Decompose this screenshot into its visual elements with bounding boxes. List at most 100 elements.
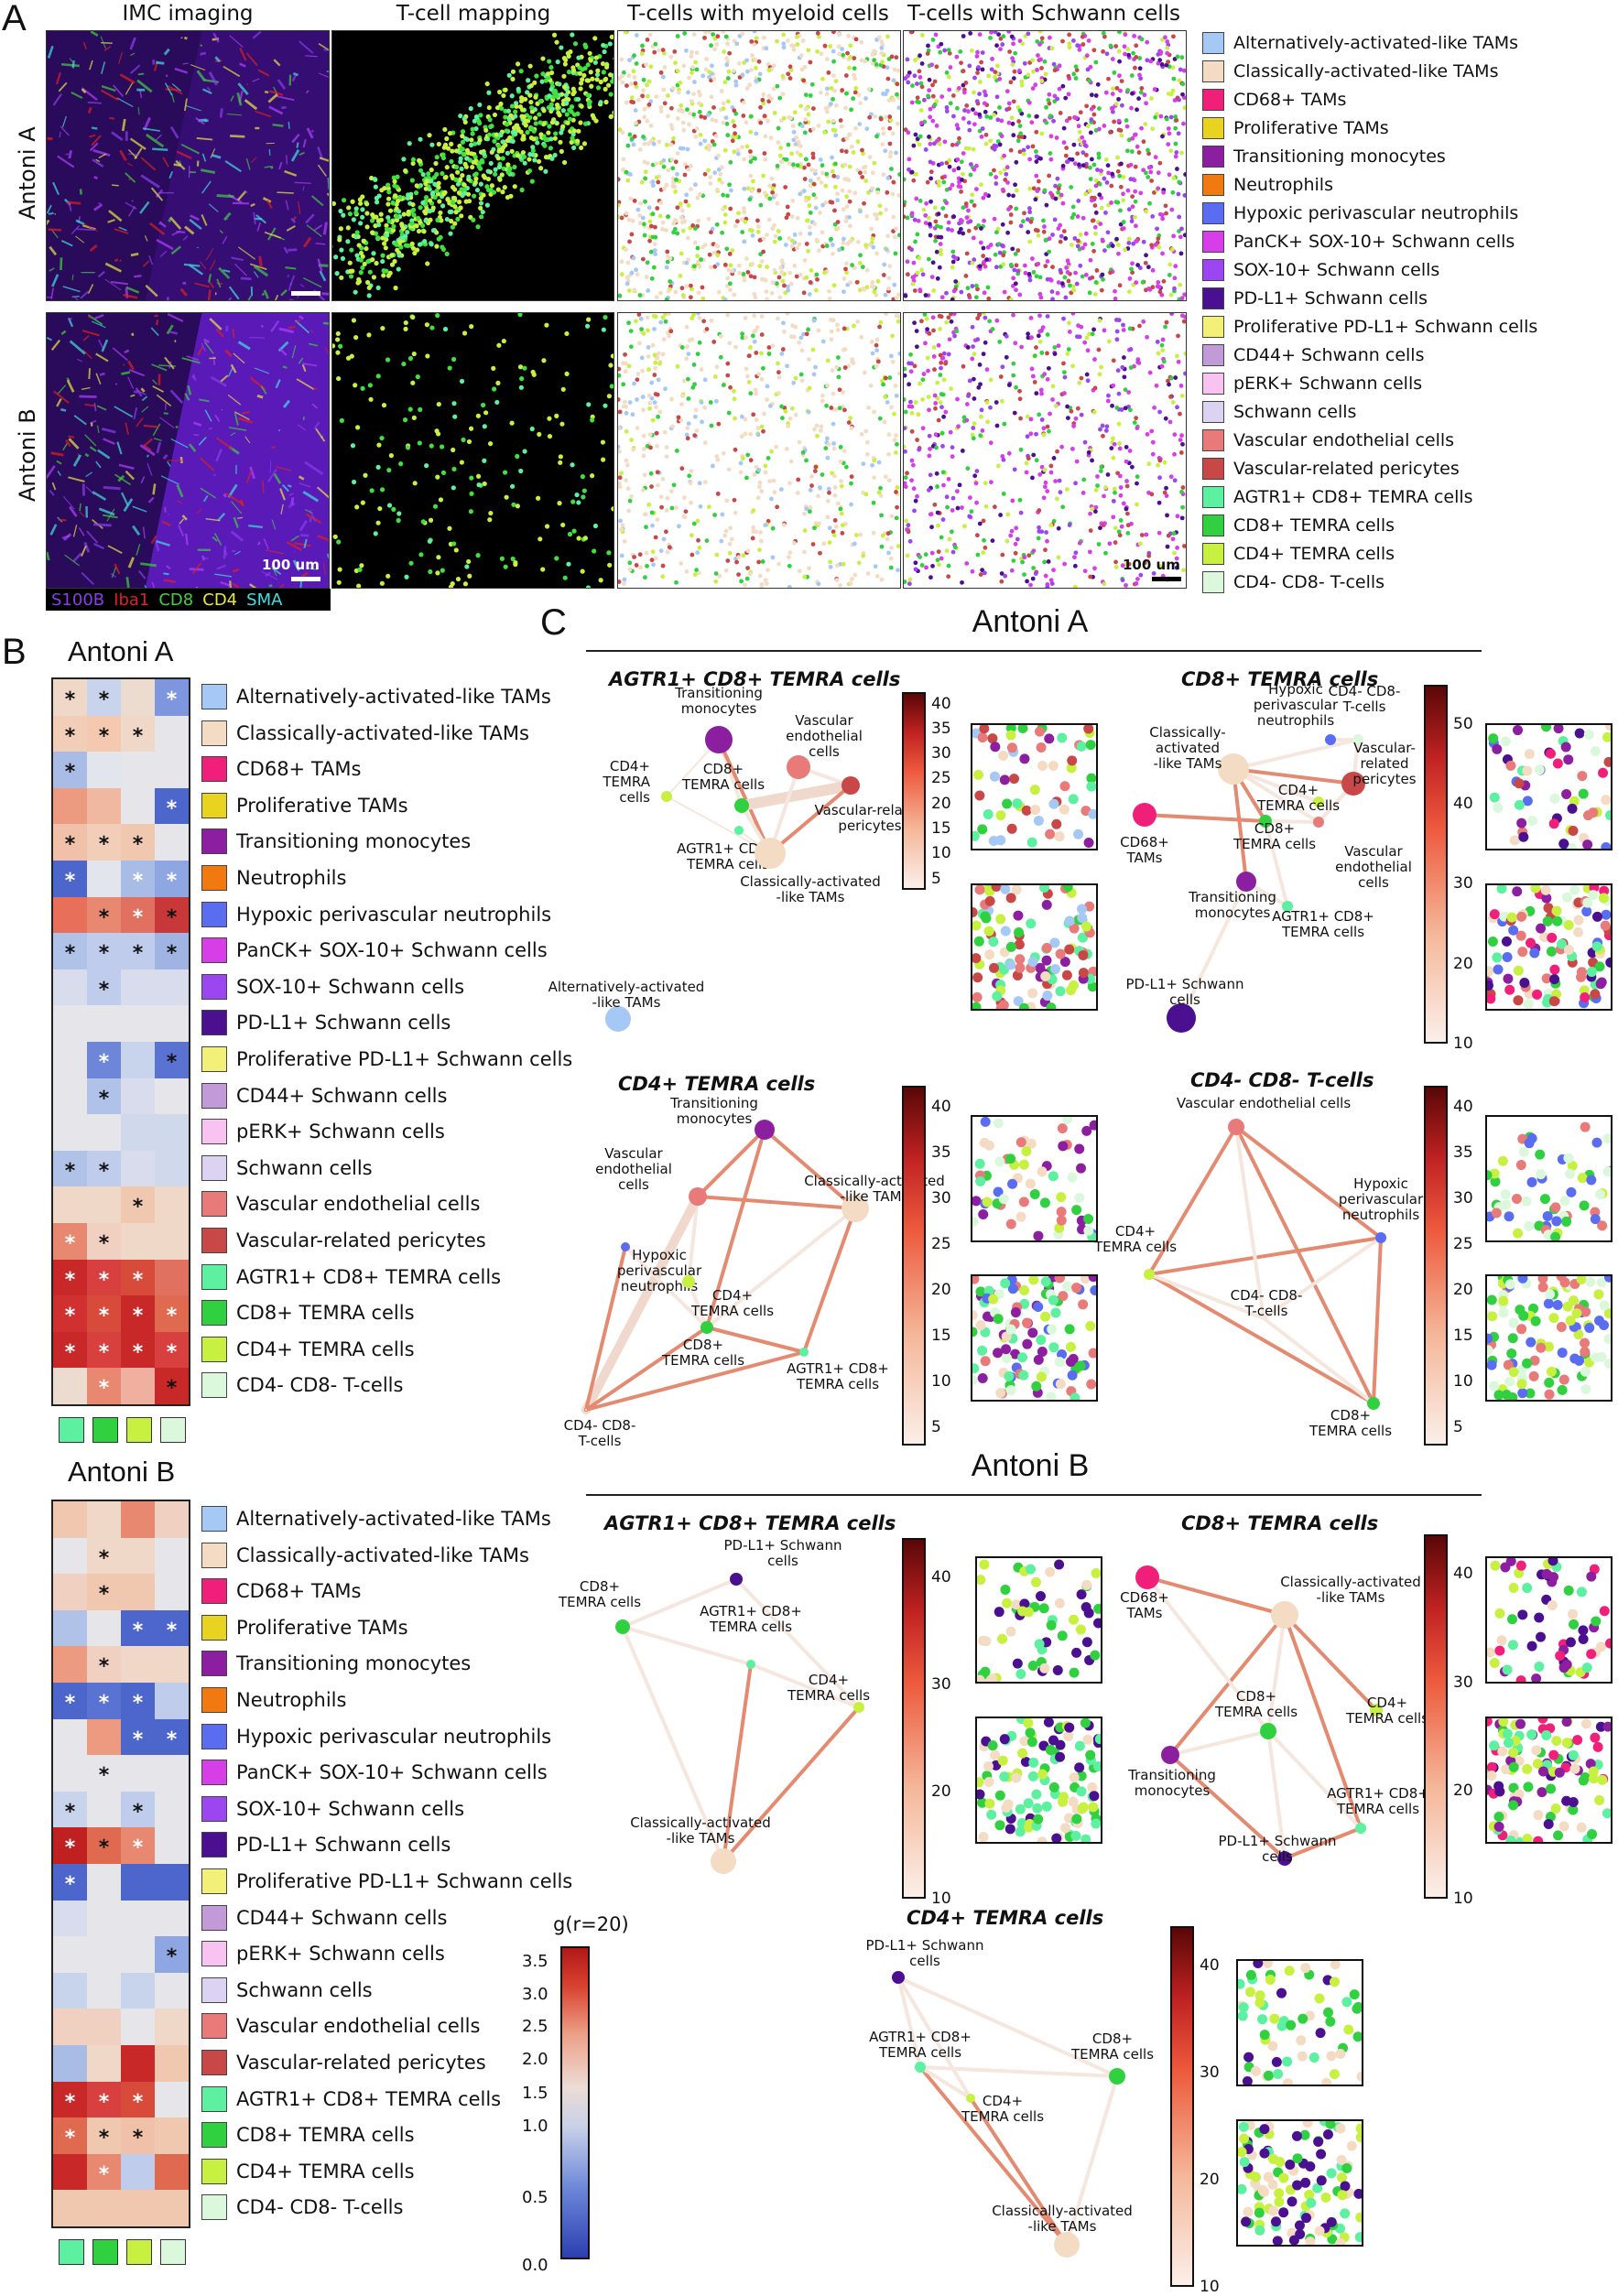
inset-dots [1487, 1718, 1611, 1842]
network-node [682, 1275, 695, 1288]
network-colorbar-tick: 25 [931, 1235, 951, 1253]
network-colorbar-tick: 40 [1453, 795, 1473, 813]
network-colorbar-tick: 40 [931, 1098, 951, 1116]
network-node-label: CD8+TEMRA cells [1214, 1688, 1298, 1720]
network-inset [1485, 1115, 1613, 1242]
network-colorbar-tick: 30 [1453, 1673, 1473, 1692]
network-colorbar-tick: 25 [1453, 1235, 1473, 1253]
network-node-label: CD8+TEMRA cells [1070, 2031, 1154, 2063]
network-edge [1145, 815, 1265, 821]
network-inset [971, 883, 1098, 1011]
network-colorbar-tick: 15 [931, 1327, 951, 1345]
network-node [689, 1187, 707, 1206]
network-inset [971, 1115, 1098, 1242]
network-colorbar-tick: 20 [1453, 955, 1473, 973]
network-title: CD4+ TEMRA cells [907, 1907, 1103, 1929]
network-edge [1374, 1238, 1381, 1403]
network-colorbar-tick: 30 [931, 744, 951, 763]
network-node-label: AGTR1+ CD8+TEMRA cells [869, 2029, 972, 2061]
inset-dots [1487, 885, 1611, 1009]
network-colorbar-tick: 30 [1200, 2063, 1220, 2082]
network-node [755, 1120, 775, 1140]
inset-dots [977, 1558, 1101, 1682]
network-colorbar-tick: 40 [1200, 1956, 1220, 1975]
network-node [700, 1321, 713, 1334]
network-colorbar-tick: 35 [931, 720, 951, 738]
network-node [1375, 1232, 1386, 1243]
network-node [1313, 817, 1324, 828]
network-title: CD8+ TEMRA cells [1181, 1512, 1378, 1534]
network-node-label: CD8+TEMRA cells [1309, 1407, 1392, 1439]
network-node [915, 2062, 926, 2073]
network-node-label: AGTR1+ CD8+TEMRA cells [1272, 908, 1374, 940]
network-colorbar-tick: 20 [931, 795, 951, 813]
network-node-label: Alternatively-activated-like TAMs [548, 979, 705, 1011]
inset-dots [1487, 725, 1611, 849]
network-colorbar [902, 1538, 926, 1899]
inset-dots [1238, 2121, 1362, 2245]
network-colorbar [1424, 1086, 1448, 1446]
network-inset [1485, 1274, 1613, 1402]
network-node [1271, 1601, 1298, 1629]
network-edge [1149, 1238, 1381, 1274]
network-node-label: CD68+TAMs [1120, 1589, 1169, 1621]
network-node [892, 1971, 905, 1984]
network-colorbar-tick: 5 [931, 870, 941, 888]
network-node-label: CD8+TEMRA cells [558, 1578, 641, 1610]
inset-dots [1487, 1558, 1611, 1682]
network-edge [698, 1197, 855, 1208]
network-node [1325, 734, 1336, 745]
network-title: AGTR1+ CD8+ TEMRA cells [609, 668, 900, 690]
network-inset [1485, 1717, 1613, 1844]
network-colorbar-tick: 20 [1453, 1281, 1473, 1299]
network-node [661, 791, 672, 802]
network-node [615, 1619, 630, 1634]
network-inset [1485, 723, 1613, 850]
network-colorbar-tick: 10 [1453, 1034, 1473, 1053]
network-edge [723, 1707, 859, 1861]
network-node-label: CD4- CD8-T-cells [564, 1417, 636, 1449]
network-node [842, 776, 860, 795]
network-node [1161, 1746, 1179, 1764]
network-inset [975, 1556, 1102, 1684]
network-node [1144, 1269, 1155, 1280]
inset-dots [972, 725, 1096, 849]
network-node-label: AGTR1+ CD8+TEMRA cells [1327, 1785, 1429, 1817]
network-node [1133, 803, 1156, 827]
network-node [1109, 2068, 1125, 2085]
network-title: CD8+ TEMRA cells [1181, 668, 1378, 690]
network-colorbar-tick: 20 [931, 1782, 951, 1801]
network-title: AGTR1+ CD8+ TEMRA cells [604, 1512, 896, 1534]
network-colorbar-tick: 30 [931, 1189, 951, 1208]
network-edge [1264, 1318, 1374, 1403]
network-colorbar-tick: 20 [1453, 1782, 1473, 1800]
network-colorbar-tick: 30 [1453, 1189, 1473, 1208]
network-edge [920, 2067, 1117, 2076]
network-title: CD4- CD8- T-cells [1190, 1069, 1374, 1091]
network-node [787, 755, 810, 779]
network-colorbar-tick: 20 [1200, 2171, 1220, 2189]
inset-dots [1487, 1117, 1611, 1240]
inset-dots [972, 1276, 1096, 1400]
network-node [1054, 2232, 1080, 2258]
network-node-label: CD8+TEMRA cells [1233, 820, 1316, 852]
network-node [585, 1409, 587, 1411]
network-node-label: AGTR1+ CD8+TEMRA cells [700, 1603, 802, 1635]
network-colorbar [902, 692, 926, 890]
network-inset [971, 723, 1098, 850]
network-colorbar-tick: 15 [1453, 1327, 1473, 1345]
network-node-label: CD4+TEMRA cells [1093, 1223, 1177, 1255]
inset-dots [972, 885, 1096, 1009]
network-colorbar-tick: 35 [931, 1143, 951, 1162]
network-colorbar [1170, 1926, 1194, 2287]
